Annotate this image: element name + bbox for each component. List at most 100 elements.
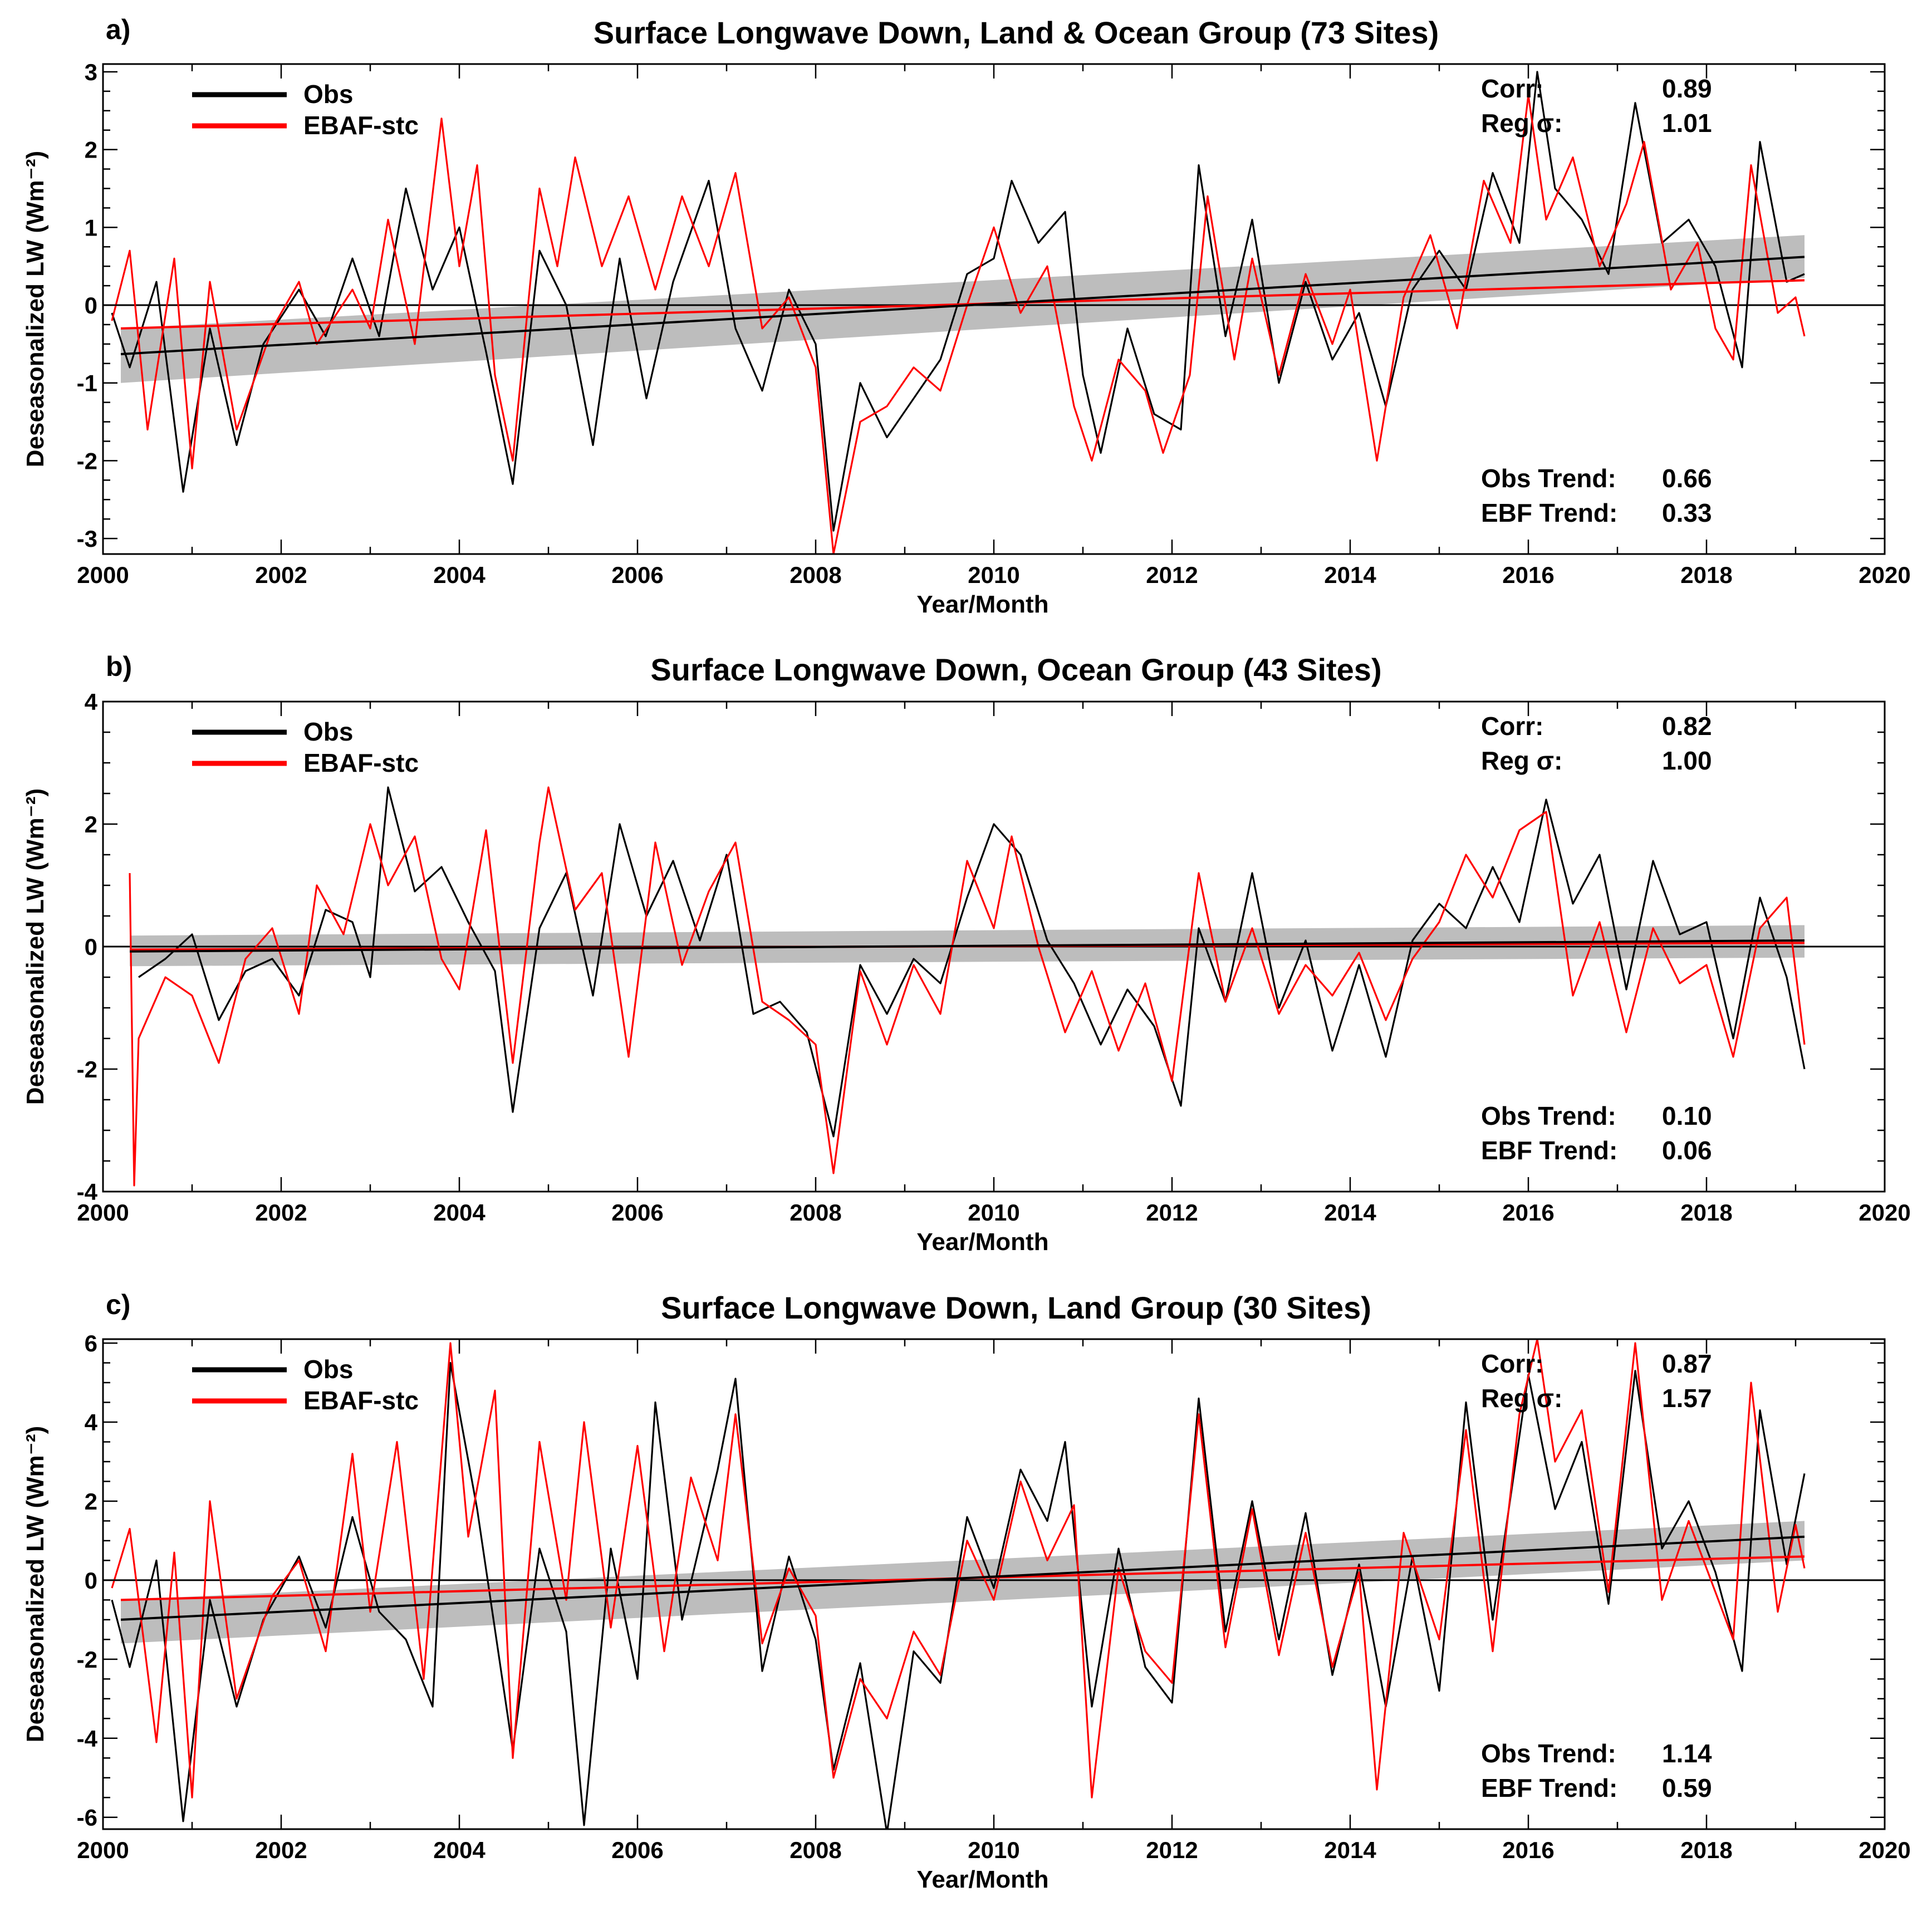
panel-c-ebf-trend-value: 0.59 — [1662, 1773, 1712, 1802]
panel-a-reg-label: Reg σ: — [1481, 109, 1562, 138]
panel-b-xtick-label: 2002 — [255, 1199, 307, 1226]
panel-c-xtick-label: 2004 — [433, 1837, 486, 1863]
panel-b-letter: b) — [106, 651, 132, 682]
panel-c-ytick-label: -6 — [77, 1805, 97, 1831]
panel-b-corr-value: 0.82 — [1662, 712, 1712, 741]
panel-a-xlabel: Year/Month — [916, 591, 1048, 618]
panel-a-trend-band — [121, 235, 1804, 383]
panel-c-xtick-label: 2018 — [1680, 1837, 1732, 1863]
panel-a-xtick-label: 2008 — [790, 562, 841, 588]
panel-b-obs-trend-line — [129, 939, 1805, 953]
panel-a-ebf-trend-value: 0.33 — [1662, 498, 1712, 527]
panel-b-reg-label: Reg σ: — [1481, 746, 1562, 775]
panel-c-ytick-label: -2 — [77, 1647, 97, 1673]
panel-b-xtick-label: 2006 — [611, 1199, 663, 1226]
panel-a-corr-value: 0.89 — [1662, 74, 1712, 103]
panel-b-ytick-label: -4 — [77, 1179, 98, 1205]
panel-c-xtick-label: 2014 — [1324, 1837, 1376, 1863]
panel-b-xtick-label: 2018 — [1680, 1199, 1732, 1226]
panel-a-ebf-trend-label: EBF Trend: — [1481, 498, 1617, 527]
panel-b-xtick-label: 2004 — [433, 1199, 486, 1226]
panel-c-xtick-label: 2000 — [77, 1837, 129, 1863]
panel-c-title: Surface Longwave Down, Land Group (30 Si… — [661, 1290, 1371, 1325]
panel-c-xtick-label: 2006 — [611, 1837, 663, 1863]
panel-a-ylabel: Deseasonalized LW (Wm⁻²) — [22, 151, 49, 467]
panel-c-ytick-label: -4 — [77, 1726, 98, 1752]
panel-a-ytick-label: 0 — [85, 292, 97, 318]
panel-a-xtick-label: 2012 — [1146, 562, 1198, 588]
panel-b-xtick-label: 2020 — [1859, 1199, 1910, 1226]
panel-c-legend-ebaf-label: EBAF-stc — [303, 1386, 419, 1415]
panel-a-obs-trend-value: 0.66 — [1662, 464, 1712, 493]
panel-b-ylabel: Deseasonalized LW (Wm⁻²) — [22, 788, 49, 1105]
panel-a-ytick-label: -1 — [77, 370, 97, 396]
panel-b-xtick-label: 2010 — [968, 1199, 1019, 1226]
panel-a-ytick-label: -2 — [77, 448, 97, 474]
panel-c-ytick-label: 4 — [85, 1409, 98, 1435]
panel-a-reg-value: 1.01 — [1662, 109, 1712, 138]
panel-c-trend-band — [121, 1521, 1804, 1644]
panel-c-corr-label: Corr: — [1481, 1349, 1543, 1378]
panel-c-reg-label: Reg σ: — [1481, 1384, 1562, 1413]
panel-c-ytick-label: 2 — [85, 1488, 97, 1515]
panel-b-ytick-label: -2 — [77, 1056, 97, 1082]
panel-b-xtick-label: 2012 — [1146, 1199, 1198, 1226]
panel-a-xtick-label: 2014 — [1324, 562, 1376, 588]
panel-c-ebf-trend-label: EBF Trend: — [1481, 1773, 1617, 1802]
panel-b-ytick-label: 2 — [85, 811, 97, 837]
panel-a-series-obs-line — [111, 71, 1805, 532]
panel-b-obs-trend-label: Obs Trend: — [1481, 1101, 1616, 1130]
panel-a-ytick-label: 3 — [85, 59, 97, 85]
panel-b-xtick-label: 2016 — [1502, 1199, 1554, 1226]
panel-b-series-obs-line — [138, 786, 1806, 1138]
panel-b-ytick-label: 0 — [85, 934, 97, 960]
panel-a-ebaf-trend-line — [120, 279, 1805, 330]
panel-b-reg-value: 1.00 — [1662, 746, 1712, 775]
panel-c-reg-value: 1.57 — [1662, 1384, 1712, 1413]
panel-a-title: Surface Longwave Down, Land & Ocean Grou… — [594, 15, 1439, 50]
panel-c-corr-value: 0.87 — [1662, 1349, 1712, 1378]
panel-b-ebf-trend-label: EBF Trend: — [1481, 1136, 1617, 1165]
panel-a-letter: a) — [106, 14, 130, 45]
panel-a-ytick-label: 1 — [85, 214, 97, 241]
panel-b-ytick-label: 4 — [85, 689, 98, 715]
panel-c-obs-trend-line — [120, 1535, 1805, 1621]
panel-a-xtick-label: 2004 — [433, 562, 486, 588]
panel-b-xlabel: Year/Month — [916, 1228, 1048, 1256]
panel-b-xtick-label: 2000 — [77, 1199, 129, 1226]
panel-b-legend-ebaf-label: EBAF-stc — [303, 748, 419, 777]
panel-a-obs-trend-label: Obs Trend: — [1481, 464, 1616, 493]
panel-c-series-ebaf-line — [111, 1339, 1806, 1799]
panel-c-letter: c) — [106, 1289, 130, 1320]
panel-c-xtick-label: 2016 — [1502, 1837, 1554, 1863]
panel-b-ebf-trend-value: 0.06 — [1662, 1136, 1712, 1165]
panel-a-xtick-label: 2002 — [255, 562, 307, 588]
panel-a-xtick-label: 2010 — [968, 562, 1019, 588]
panel-c-ytick-label: 6 — [85, 1330, 97, 1356]
panel-c-legend-obs-label: Obs — [303, 1355, 353, 1384]
panel-a-ytick-label: 2 — [85, 137, 97, 163]
panel-c-obs-trend-label: Obs Trend: — [1481, 1739, 1616, 1768]
panel-c-xtick-label: 2002 — [255, 1837, 307, 1863]
panel-a-xtick-label: 2006 — [611, 562, 663, 588]
panel-c-xlabel: Year/Month — [916, 1866, 1048, 1893]
panel-b-title: Surface Longwave Down, Ocean Group (43 S… — [650, 652, 1381, 687]
panel-b-xtick-label: 2008 — [790, 1199, 841, 1226]
panel-a-corr-label: Corr: — [1481, 74, 1543, 103]
panel-c-xtick-label: 2008 — [790, 1837, 841, 1863]
panel-c-obs-trend-value: 1.14 — [1662, 1739, 1712, 1768]
panel-b-corr-label: Corr: — [1481, 712, 1543, 741]
panel-a-legend-ebaf-label: EBAF-stc — [303, 111, 419, 140]
panel-c-series-obs-line — [111, 1362, 1806, 1829]
panel-a-xtick-label: 2018 — [1680, 562, 1732, 588]
panel-a-xtick-label: 2016 — [1502, 562, 1554, 588]
panel-c-xtick-label: 2012 — [1146, 1837, 1198, 1863]
panel-b-obs-trend-value: 0.10 — [1662, 1101, 1712, 1130]
panel-b-xtick-label: 2014 — [1324, 1199, 1376, 1226]
panel-b-legend-obs-label: Obs — [303, 717, 353, 746]
panel-c-xtick-label: 2020 — [1859, 1837, 1910, 1863]
panel-c-ylabel: Deseasonalized LW (Wm⁻²) — [22, 1426, 49, 1742]
panel-a-xtick-label: 2000 — [77, 562, 129, 588]
panel-a-ytick-label: -3 — [77, 526, 97, 552]
